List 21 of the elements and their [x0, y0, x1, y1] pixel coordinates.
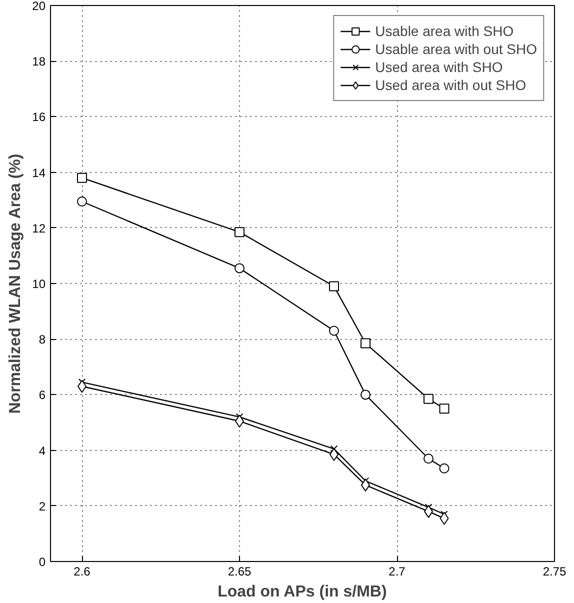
legend-label: Usable area with SHO — [375, 22, 514, 40]
x-axis-title: Load on APs (in s/MB) — [218, 584, 387, 600]
x-tick-label: 2.65 — [228, 564, 252, 578]
legend-label: Usable area with out SHO — [375, 40, 537, 58]
y-tick-label: 12 — [32, 221, 46, 236]
x-tick-label: 2.7 — [388, 564, 406, 578]
x-tick-label: 2.75 — [542, 564, 567, 578]
y-tick-label: 2 — [38, 499, 46, 514]
y-tick-label: 14 — [32, 166, 46, 180]
y-tick-label: 6 — [38, 388, 46, 402]
y-tick-label: 18 — [32, 54, 46, 69]
y-tick-label: 0 — [38, 555, 46, 569]
y-tick-label: 4 — [38, 444, 46, 458]
y-axis-title: Normalized WLAN Usage Area (%) — [7, 154, 24, 414]
y-tick-label: 10 — [32, 277, 46, 291]
legend-label: Used area with out SHO — [375, 76, 526, 94]
y-tick-label: 20 — [32, 0, 46, 13]
legend-label: Used area with SHO — [375, 58, 503, 76]
y-tick-label: 8 — [38, 332, 46, 347]
y-tick-label: 16 — [32, 110, 46, 124]
x-tick-label: 2.6 — [74, 564, 91, 578]
